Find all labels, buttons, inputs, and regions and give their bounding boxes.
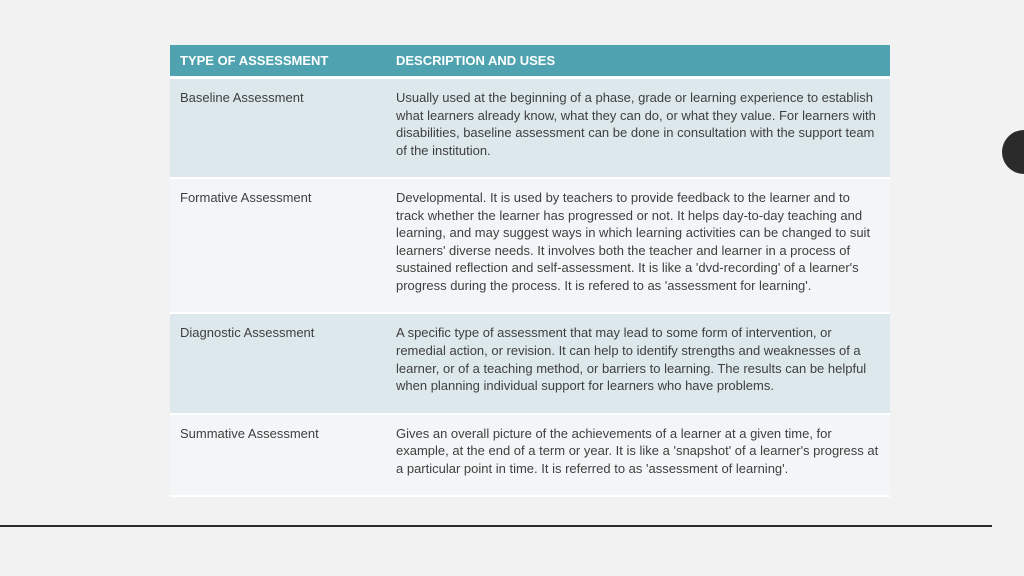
table-header-row: TYPE OF ASSESSMENT DESCRIPTION AND USES — [170, 45, 890, 78]
cell-type: Baseline Assessment — [170, 78, 386, 179]
col-header-type: TYPE OF ASSESSMENT — [170, 45, 386, 78]
footer-underline — [0, 525, 992, 527]
table-row: Summative Assessment Gives an overall pi… — [170, 414, 890, 497]
table-row: Formative Assessment Developmental. It i… — [170, 178, 890, 313]
table-row: Baseline Assessment Usually used at the … — [170, 78, 890, 179]
slide: TYPE OF ASSESSMENT DESCRIPTION AND USES … — [0, 0, 1024, 576]
table-row: Diagnostic Assessment A specific type of… — [170, 313, 890, 413]
col-header-desc: DESCRIPTION AND USES — [386, 45, 890, 78]
cell-desc: Developmental. It is used by teachers to… — [386, 178, 890, 313]
cell-type: Formative Assessment — [170, 178, 386, 313]
assessment-table: TYPE OF ASSESSMENT DESCRIPTION AND USES … — [170, 45, 890, 497]
cell-type: Summative Assessment — [170, 414, 386, 497]
cell-type: Diagnostic Assessment — [170, 313, 386, 413]
cell-desc: Usually used at the beginning of a phase… — [386, 78, 890, 179]
assessment-table-container: TYPE OF ASSESSMENT DESCRIPTION AND USES … — [170, 45, 890, 497]
cell-desc: Gives an overall picture of the achievem… — [386, 414, 890, 497]
side-nav-icon[interactable] — [1002, 130, 1024, 174]
cell-desc: A specific type of assessment that may l… — [386, 313, 890, 413]
